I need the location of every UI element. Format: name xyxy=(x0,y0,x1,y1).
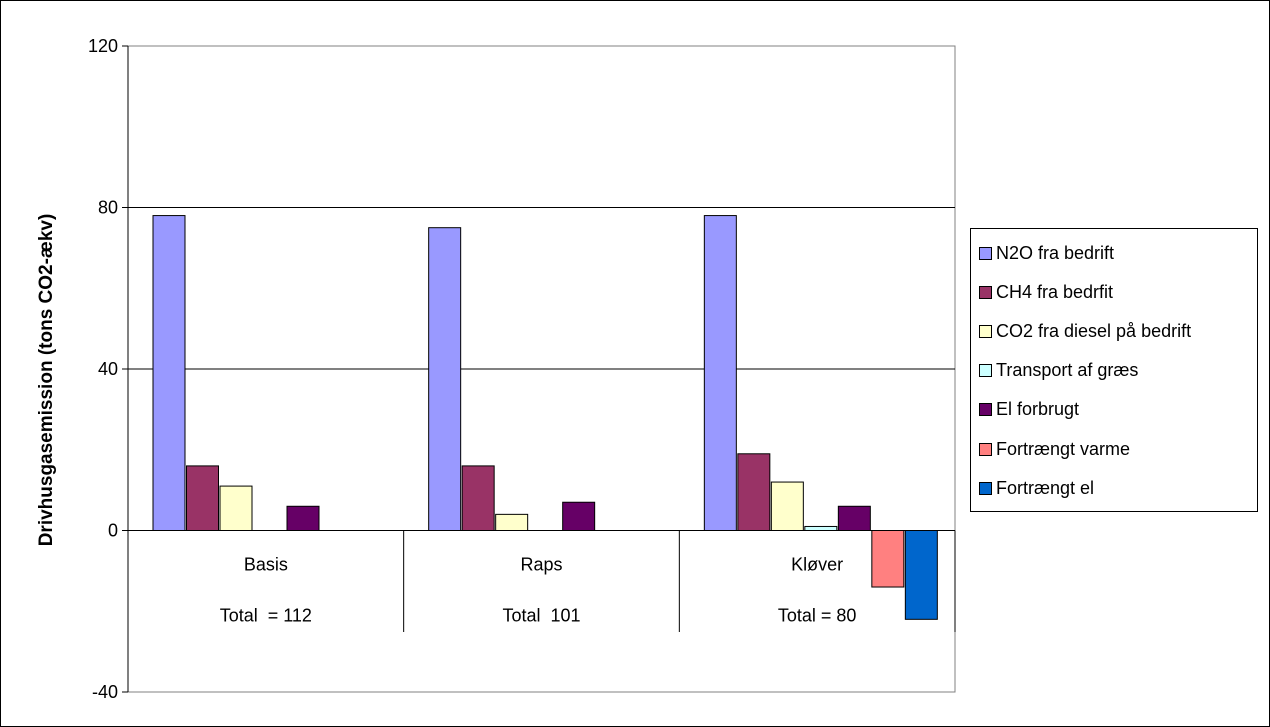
legend: N2O fra bedrift CH4 fra bedrfit CO2 fra di… xyxy=(970,228,1258,512)
bar xyxy=(495,513,529,531)
legend-swatch xyxy=(979,481,992,495)
bar xyxy=(837,505,871,531)
bar xyxy=(186,465,219,531)
legend-swatch xyxy=(979,403,992,417)
legend-item: Transport af græs xyxy=(979,359,1138,383)
legend-swatch xyxy=(979,442,992,456)
y-tick-label: 0 xyxy=(108,521,118,541)
legend-label: CH4 fra bedrfit xyxy=(996,281,1114,302)
legend-label: Fortrængt el xyxy=(996,477,1095,498)
bar xyxy=(461,465,495,531)
category-label: Basis xyxy=(244,555,288,575)
category-total-label: Total = 80 xyxy=(778,606,857,626)
legend-item: CH4 fra bedrfit xyxy=(979,280,1113,304)
legend-item: CO2 fra diesel på bedrift xyxy=(979,319,1191,343)
legend-item: El forbrugt xyxy=(979,398,1079,422)
legend-swatch xyxy=(979,246,992,260)
legend-label: Fortrængt varme xyxy=(996,438,1131,459)
legend-swatch xyxy=(979,324,992,338)
y-tick-label: 120 xyxy=(88,36,118,56)
bar xyxy=(804,525,838,532)
category-label: Raps xyxy=(520,555,562,575)
legend-swatch xyxy=(979,285,992,299)
legend-item: N2O fra bedrift xyxy=(979,241,1114,265)
legend-item: Fortrængt varme xyxy=(979,437,1130,461)
legend-item: Fortrængt el xyxy=(979,476,1094,500)
bar xyxy=(770,481,804,531)
bar xyxy=(428,227,462,531)
legend-label: El forbrugt xyxy=(996,399,1080,420)
legend-label: N2O fra bedrift xyxy=(996,242,1115,263)
legend-label: Transport af græs xyxy=(996,360,1139,381)
bar xyxy=(286,505,320,531)
y-tick-label: 80 xyxy=(98,198,118,218)
y-tick-label: -40 xyxy=(92,682,118,702)
category-total-label: Total 101 xyxy=(502,606,580,626)
bar xyxy=(562,501,596,531)
bar xyxy=(703,215,737,531)
bar xyxy=(737,453,771,532)
bar xyxy=(152,215,186,531)
bar xyxy=(871,530,905,588)
bar xyxy=(219,485,253,531)
y-tick-label: 40 xyxy=(98,359,118,379)
category-total-label: Total = 112 xyxy=(220,606,312,626)
bar xyxy=(904,530,938,620)
category-label: Kløver xyxy=(791,555,843,575)
legend-label: CO2 fra diesel på bedrift xyxy=(996,320,1192,341)
legend-swatch xyxy=(979,364,992,378)
